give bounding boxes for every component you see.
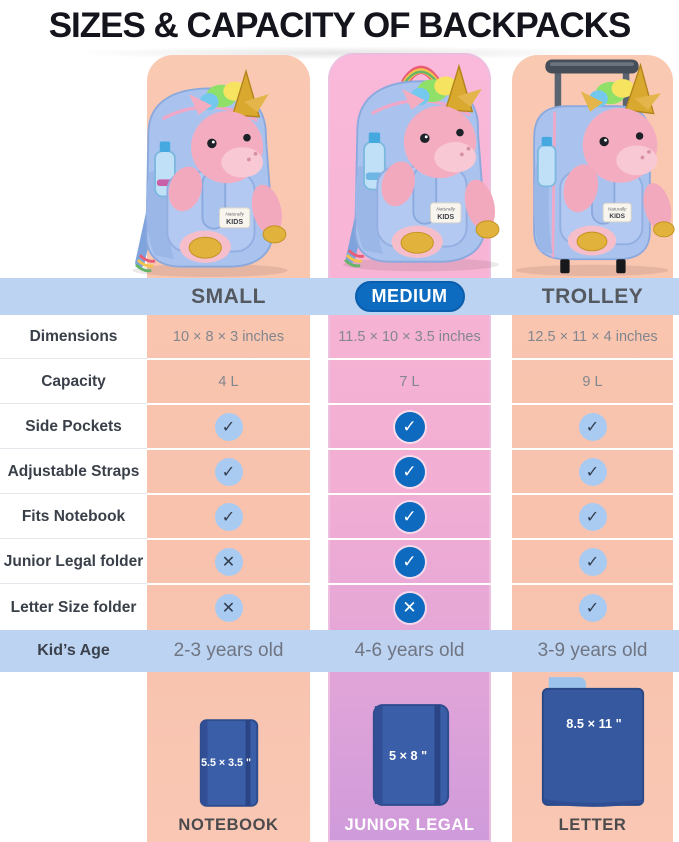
svg-text:KIDS: KIDS — [437, 213, 454, 221]
letter-folder-image: 8.5 × 11 " — [541, 677, 644, 807]
check-icon: ✓ — [214, 457, 243, 486]
wheels — [560, 259, 626, 274]
check-icon: ✓ — [394, 411, 425, 442]
cell-value: 4 L — [218, 373, 239, 390]
row-label: Adjustable Straps — [0, 450, 147, 493]
column-header-trolley: TROLLEY — [541, 284, 644, 308]
cross-icon: ✕ — [214, 547, 243, 576]
cross-icon: ✕ — [214, 593, 243, 622]
svg-text:8.5 × 11 ": 8.5 × 11 " — [566, 716, 621, 731]
svg-text:KIDS: KIDS — [226, 218, 243, 226]
small-backpack-image: Naturally KIDS — [132, 68, 288, 278]
trolley-backpack-image: Naturally KIDS — [515, 59, 675, 276]
table-row-fits-notebook: Fits Notebook ✓ ✓ ✓ — [0, 495, 679, 540]
svg-text:Naturally: Naturally — [225, 211, 244, 217]
medium-backpack-image: Naturally KIDS — [343, 63, 500, 272]
notebook-image: 5.5 × 3.5 " — [199, 719, 258, 807]
column-header-band: SMALL MEDIUM TROLLEY — [0, 278, 679, 315]
check-icon: ✓ — [578, 593, 607, 622]
table-row-letter-size-folder: Letter Size folder ✕ ✕ ✓ — [0, 585, 679, 630]
svg-text:KIDS: KIDS — [609, 213, 625, 220]
row-label: Capacity — [0, 360, 147, 403]
cell-value: 9 L — [582, 373, 603, 390]
table-row-dimensions: Dimensions 10 × 8 × 3 inches 11.5 × 10 ×… — [0, 315, 679, 360]
row-label: Side Pockets — [0, 405, 147, 448]
rainbow-handle — [401, 65, 441, 86]
unicorn-plush — [563, 62, 675, 256]
junior-legal-image: 5 × 8 " — [372, 704, 449, 806]
letter-reference: 8.5 × 11 " LETTER — [512, 672, 673, 842]
table-row-junior-legal-folder: Junior Legal folder ✕ ✓ ✓ — [0, 540, 679, 585]
row-label: Dimensions — [0, 315, 147, 358]
table-row-side-pockets: Side Pockets ✓ ✓ ✓ — [0, 405, 679, 450]
unicorn-plush — [168, 68, 287, 263]
kids-age-label: Kid’s Age — [37, 642, 110, 659]
table-row-adjustable-straps: Adjustable Straps ✓ ✓ ✓ — [0, 450, 679, 495]
row-label: Letter Size folder — [0, 585, 147, 630]
row-label: Fits Notebook — [0, 495, 147, 538]
junior-legal-label: JUNIOR LEGAL — [344, 816, 475, 834]
cell-value: 11.5 × 10 × 3.5 inches — [338, 328, 481, 345]
reference-objects-section: 5.5 × 3.5 " NOTEBOOK 5 × 8 " JUNIOR LEGA… — [0, 672, 679, 842]
cell-value: 7 L — [399, 373, 420, 390]
svg-text:5.5 × 3.5 ": 5.5 × 3.5 " — [201, 757, 251, 769]
column-header-small: SMALL — [191, 284, 266, 308]
svg-text:Naturally: Naturally — [608, 207, 627, 212]
kids-age-small: 2-3 years old — [173, 640, 284, 661]
letter-label: LETTER — [558, 816, 627, 834]
cell-value: 12.5 × 11 × 4 inches — [527, 328, 658, 345]
notebook-reference: 5.5 × 3.5 " NOTEBOOK — [147, 672, 310, 842]
check-icon: ✓ — [578, 412, 607, 441]
row-label: Junior Legal folder — [0, 540, 147, 583]
kids-age-trolley: 3-9 years old — [537, 640, 648, 661]
svg-text:5 × 8 ": 5 × 8 " — [388, 748, 426, 763]
brand-badge: Naturally KIDS — [219, 207, 251, 229]
brand-badge: Naturally KIDS — [602, 202, 632, 223]
check-icon: ✓ — [394, 501, 425, 532]
column-header-medium-badge: MEDIUM — [354, 281, 465, 312]
water-bottle — [536, 136, 557, 188]
check-icon: ✓ — [578, 547, 607, 576]
comparison-table: Dimensions 10 × 8 × 3 inches 11.5 × 10 ×… — [0, 315, 679, 630]
check-icon: ✓ — [214, 412, 243, 441]
junior-legal-reference: 5 × 8 " JUNIOR LEGAL — [328, 672, 491, 842]
unicorn-plush — [381, 63, 500, 258]
check-icon: ✓ — [394, 546, 425, 577]
kids-age-band: Kid’s Age 2-3 years old 4-6 years old 3-… — [0, 630, 679, 672]
check-icon: ✓ — [578, 502, 607, 531]
svg-text:Naturally: Naturally — [436, 206, 455, 212]
notebook-label: NOTEBOOK — [178, 816, 279, 834]
cross-icon: ✕ — [394, 592, 425, 623]
kids-age-medium: 4-6 years old — [354, 640, 465, 661]
cell-value: 10 × 8 × 3 inches — [172, 328, 285, 345]
check-icon: ✓ — [578, 457, 607, 486]
check-icon: ✓ — [214, 502, 243, 531]
page-title: SIZES & CAPACITY OF BACKPACKS — [48, 6, 632, 45]
brand-badge: Naturally KIDS — [430, 202, 462, 224]
table-row-capacity: Capacity 4 L 7 L 9 L — [0, 360, 679, 405]
check-icon: ✓ — [394, 456, 425, 487]
